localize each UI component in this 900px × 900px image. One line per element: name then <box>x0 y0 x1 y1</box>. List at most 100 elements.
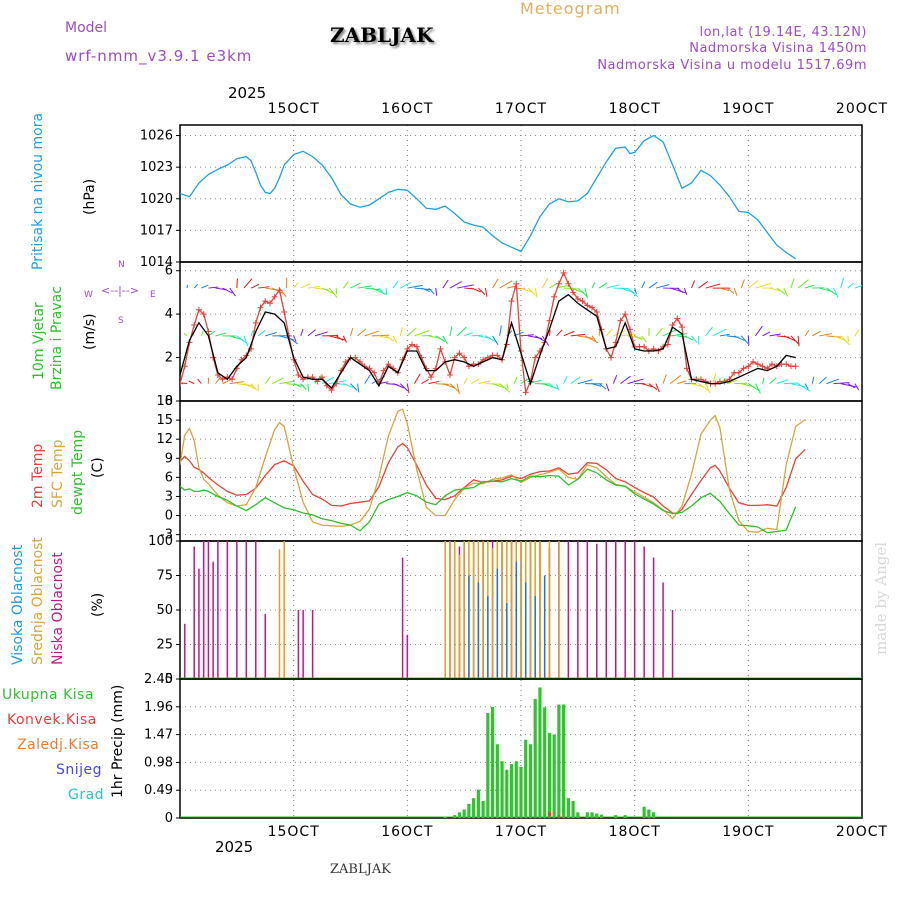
wind-barb <box>421 334 432 337</box>
precip-bar <box>552 734 556 818</box>
wind-barb <box>520 287 533 293</box>
rose-n: N <box>118 260 125 270</box>
wind-barb <box>300 328 304 337</box>
precip-bar <box>481 800 485 818</box>
wind-barb <box>250 283 260 289</box>
wind-barb <box>620 333 637 337</box>
wind-barb <box>350 282 361 289</box>
wind-barb <box>243 335 249 347</box>
wind-barb <box>747 335 750 346</box>
wind-barb <box>655 383 660 393</box>
precip-bar <box>509 764 514 818</box>
wind-speed-marker <box>276 287 283 294</box>
meteogram-title: Meteogram <box>520 0 621 18</box>
wind-barb <box>456 383 460 395</box>
wind-barb <box>357 328 367 337</box>
wind-barb <box>279 380 295 385</box>
wind-barb <box>456 284 474 289</box>
wind-barb <box>805 284 815 289</box>
pressure-plot-area <box>180 134 797 260</box>
wind-barb <box>449 383 460 393</box>
clouds-bar <box>212 561 214 679</box>
precip-bar <box>557 704 561 818</box>
wind-barb <box>307 285 321 289</box>
temperature-ytick-label: -3 <box>160 528 173 543</box>
wind-barb <box>598 328 601 336</box>
wind-barb <box>812 330 821 337</box>
wind-barb <box>449 326 453 336</box>
station-title: ZABLJAK <box>330 23 434 47</box>
wind-barb <box>364 374 371 384</box>
clouds-bar <box>491 547 494 679</box>
wind-barb <box>534 287 538 298</box>
wind-barb <box>570 333 586 337</box>
wind-barb <box>670 333 688 337</box>
wind-barb <box>471 287 482 293</box>
wind-barb <box>840 383 858 388</box>
wind-barb <box>188 380 195 385</box>
clouds-bar <box>468 575 470 679</box>
wind-barb <box>755 325 763 337</box>
wind-barb <box>442 335 448 345</box>
clouds-bar <box>586 541 589 679</box>
wind-speed-marker <box>508 298 515 305</box>
precip-bar <box>486 713 490 818</box>
wind-barb <box>705 326 713 337</box>
wind-barb <box>740 335 749 344</box>
wind-speed-marker <box>546 317 553 324</box>
wind-barb <box>414 330 430 337</box>
clouds-bar <box>652 557 655 679</box>
rose-e: E <box>150 290 156 300</box>
wind-barb <box>250 383 256 390</box>
rose-cross-icon: <--|--> <box>101 284 140 297</box>
precip-bar <box>647 809 651 818</box>
wind-barb <box>620 375 631 385</box>
wind-barb <box>392 335 398 344</box>
wind-barb <box>293 383 302 388</box>
clouds-bar <box>226 541 229 679</box>
clouds-bar <box>543 575 546 679</box>
clouds-bar <box>671 610 674 679</box>
wind-barb <box>385 288 388 295</box>
wind-barb <box>428 380 440 385</box>
wind-barb <box>627 287 639 297</box>
rose-s: S <box>118 316 124 326</box>
wind-barb <box>321 376 335 385</box>
wind-barb <box>740 279 745 289</box>
rose-w: W <box>84 290 93 300</box>
top-day-label: 15OCT <box>268 101 320 117</box>
precip-bar <box>547 812 552 818</box>
bottom-day-label: 19OCT <box>722 824 774 840</box>
precip-ytick-label: 0.98 <box>144 755 173 770</box>
wind-barb <box>236 383 253 387</box>
precip-ytick-label: 0 <box>165 811 173 826</box>
wind-barb <box>399 383 409 392</box>
precip-bar <box>538 687 542 818</box>
wind-barb <box>336 335 344 341</box>
wind-speed-marker <box>522 389 529 396</box>
wind-barb <box>648 383 658 391</box>
wind-barb <box>183 332 188 337</box>
wind-barb <box>506 383 509 390</box>
precip-bar <box>500 761 504 818</box>
wind-barb <box>584 287 589 299</box>
wind-barb <box>797 335 800 347</box>
wind-barb <box>698 280 709 289</box>
wind-barb <box>378 335 389 339</box>
wind-barb <box>350 383 358 391</box>
wind-barb <box>499 383 510 393</box>
wind-barb <box>478 380 491 385</box>
legend-conv: Konvek.Kisa <box>7 712 97 728</box>
precip-bar <box>652 812 656 818</box>
wind-barb <box>549 383 556 389</box>
wind-barb <box>279 287 287 298</box>
wind-speed-marker <box>750 358 757 365</box>
wind-barb <box>463 332 473 337</box>
wind-barb <box>804 330 810 337</box>
precip-bar <box>585 812 589 818</box>
wind-barb <box>357 285 372 289</box>
wind-barb <box>854 285 862 289</box>
pressure-ytick-label: 1017 <box>140 223 173 238</box>
precip-bar <box>519 766 523 818</box>
